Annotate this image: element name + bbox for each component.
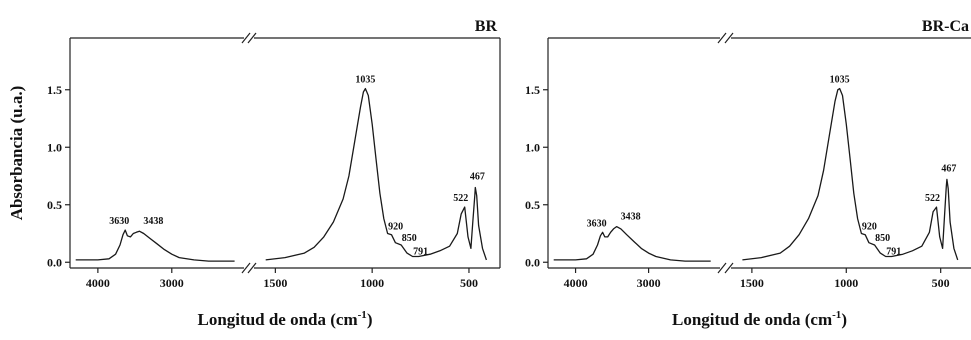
- y-tick-label: 1.0: [47, 140, 62, 154]
- x-tick-label: 1500: [263, 276, 287, 290]
- axis-break-mark: [717, 32, 727, 44]
- y-tick-label: 1.5: [47, 83, 62, 97]
- peak-label: 3630: [587, 218, 607, 229]
- axis-break-mark: [241, 32, 251, 44]
- axis-break-mark: [247, 32, 257, 44]
- x-axis-label-main: Longitud de onda (cm: [672, 310, 832, 329]
- peak-label: 920: [388, 222, 403, 233]
- peak-label: 1035: [830, 75, 850, 86]
- x-axis-label-close: ): [367, 310, 373, 329]
- peak-label: 920: [862, 222, 877, 233]
- x-axis-label-close: ): [841, 310, 847, 329]
- panel-title: BR-Ca: [922, 18, 969, 35]
- x-tick-label: 500: [460, 276, 478, 290]
- peak-label: 791: [886, 247, 901, 258]
- axis-break-mark: [241, 262, 251, 274]
- x-axis-label: Longitud de onda (cm-1): [198, 309, 373, 329]
- peak-label: 850: [402, 233, 417, 244]
- axis-break-mark: [724, 32, 734, 44]
- x-tick-label: 3000: [637, 276, 661, 290]
- x-tick-label: 3000: [160, 276, 184, 290]
- x-axis-label-sup: -1: [358, 309, 367, 321]
- peak-label: 791: [413, 247, 428, 258]
- x-tick-label: 1500: [740, 276, 764, 290]
- axis-break-mark: [724, 262, 734, 274]
- peak-label: 3438: [143, 216, 163, 227]
- y-tick-label: 0.5: [525, 198, 540, 212]
- y-tick-label: 1.5: [525, 83, 540, 97]
- spectrum-line-segment-1: [75, 229, 235, 262]
- spectrum-line-segment-2: [265, 87, 488, 261]
- y-tick-label: 0.5: [47, 198, 62, 212]
- x-axis-label-sup: -1: [832, 309, 841, 321]
- peak-label: 522: [925, 193, 940, 204]
- peak-label: 467: [470, 172, 485, 183]
- x-tick-label: 4000: [86, 276, 110, 290]
- spectrum-line-segment-2: [742, 87, 959, 261]
- peak-label: 467: [941, 163, 956, 174]
- peak-label: 522: [453, 193, 468, 204]
- peak-label: 1035: [355, 75, 375, 86]
- chart-panel-1: 0.0 0.5 1.0 1.5 4000 3000 1500 1000 500 3630 3438 1…: [7, 18, 501, 329]
- spectrum-line-segment-1: [553, 225, 711, 262]
- peak-label: 850: [875, 233, 890, 244]
- peak-label: 3630: [109, 216, 129, 227]
- axis-break-mark: [247, 262, 257, 274]
- y-tick-label: 0.0: [47, 255, 62, 269]
- x-tick-label: 500: [932, 276, 950, 290]
- x-axis-label-main: Longitud de onda (cm: [198, 310, 358, 329]
- axis-break-mark: [717, 262, 727, 274]
- y-tick-label: 1.0: [525, 140, 540, 154]
- panel-title: BR: [475, 18, 498, 35]
- y-axis-label: Absorbancia (u.a.): [7, 86, 26, 221]
- x-tick-label: 1000: [834, 276, 858, 290]
- peak-label: 3438: [621, 212, 641, 223]
- x-axis-label: Longitud de onda (cm-1): [672, 309, 847, 329]
- x-tick-label: 1000: [360, 276, 384, 290]
- x-tick-label: 4000: [564, 276, 588, 290]
- y-tick-label: 0.0: [525, 255, 540, 269]
- chart-panel-2: 0.0 0.5 1.0 1.5 4000 3000 1500 1000 500 3630 3438 1…: [525, 18, 971, 329]
